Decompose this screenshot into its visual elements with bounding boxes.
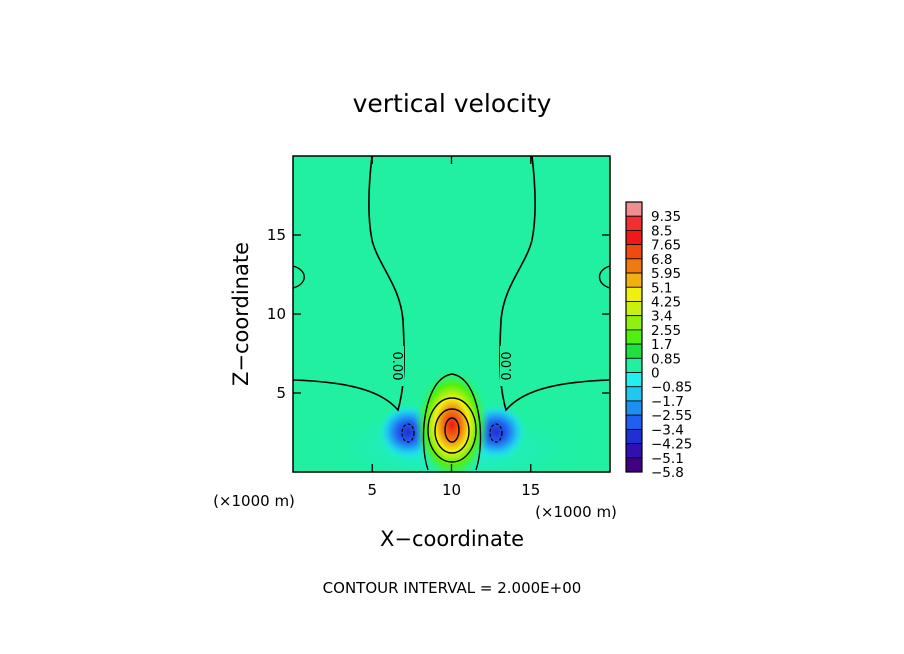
zero-contour-right xyxy=(499,156,610,412)
colorbar-swatch xyxy=(625,272,643,288)
x-tick-label: 15 xyxy=(521,481,540,499)
edge-contour-left xyxy=(293,265,305,289)
colorbar-swatch xyxy=(625,301,643,317)
colorbar-swatch xyxy=(625,286,643,302)
x-tick-label: 10 xyxy=(442,481,461,499)
updraft-contour-2 xyxy=(427,397,477,463)
plot-area: 0.00 0.00 xyxy=(293,156,610,472)
y-tick-label: 5 xyxy=(276,384,286,402)
colorbar-swatch xyxy=(625,428,643,444)
colorbar-swatch xyxy=(625,230,643,246)
updraft-contour-3 xyxy=(434,408,470,454)
colorbar-label: 9.35 xyxy=(651,209,681,225)
x-tick-label: 5 xyxy=(367,481,377,499)
colorbar-swatch xyxy=(625,357,643,373)
colorbar-label: 2.55 xyxy=(651,323,681,339)
colorbar-swatch xyxy=(625,343,643,359)
colorbar-swatch xyxy=(625,457,643,473)
y-tick-label: 15 xyxy=(267,226,286,244)
colorbar-label: 4.25 xyxy=(651,294,681,310)
chart-title: vertical velocity xyxy=(353,89,552,118)
colorbar-swatch xyxy=(625,400,643,416)
contour-label-left: 0.00 xyxy=(389,352,404,381)
colorbar-label: 6.8 xyxy=(651,252,672,268)
colorbar-swatch xyxy=(625,372,643,388)
colorbar-swatch xyxy=(625,329,643,345)
colorbar-swatch xyxy=(625,258,643,274)
downdraft-contour-left xyxy=(401,423,415,443)
contour-label-right: 0.00 xyxy=(500,352,515,381)
colorbar-swatch xyxy=(625,443,643,459)
colorbar-label: 8.5 xyxy=(651,223,672,239)
colorbar-swatch xyxy=(625,201,643,217)
colorbar-swatch xyxy=(625,386,643,402)
colorbar-label: 5.1 xyxy=(651,280,672,296)
colorbar-swatch xyxy=(625,215,643,231)
contour-interval-footer: CONTOUR INTERVAL = 2.000E+00 xyxy=(323,579,582,597)
colorbar-swatch xyxy=(625,315,643,331)
x-unit-left: (×1000 m) xyxy=(213,492,295,510)
colorbar-label: −5.1 xyxy=(651,451,684,467)
colorbar-label: 0 xyxy=(651,366,660,382)
updraft-contour-outer xyxy=(422,373,482,471)
colorbar-label: 7.65 xyxy=(651,238,681,254)
y-axis-ticks: 5 10 15 xyxy=(267,226,610,402)
colorbar-swatch xyxy=(625,244,643,260)
colorbar-frame xyxy=(625,201,643,473)
colorbar-swatch xyxy=(625,414,643,430)
y-tick-label: 10 xyxy=(267,305,286,323)
zero-contour-left xyxy=(293,156,405,412)
colorbar-label: −1.7 xyxy=(651,394,684,410)
y-axis-label: Z−coordinate xyxy=(229,242,253,386)
edge-contour-right xyxy=(598,265,610,289)
updraft-core xyxy=(414,367,490,472)
x-axis-ticks: 5 10 15 xyxy=(367,156,540,499)
colorbar: 9.358.57.656.85.955.14.253.42.551.70.850… xyxy=(625,201,692,481)
colorbar-label: 0.85 xyxy=(651,351,681,367)
colorbar-label: 1.7 xyxy=(651,337,672,353)
colorbar-label: −5.8 xyxy=(651,465,684,481)
colorbar-label: 5.95 xyxy=(651,266,681,282)
updraft-contour-4 xyxy=(444,417,460,443)
colorbar-label: −3.4 xyxy=(651,422,684,438)
colorbar-label: −0.85 xyxy=(651,380,692,396)
colorbar-label: −2.55 xyxy=(651,408,692,424)
x-axis-label: X−coordinate xyxy=(380,527,524,551)
downdraft-contour-right xyxy=(489,423,503,443)
colorbar-label: 3.4 xyxy=(651,309,672,325)
colorbar-label: −4.25 xyxy=(651,437,692,453)
x-unit-right: (×1000 m) xyxy=(535,503,617,521)
